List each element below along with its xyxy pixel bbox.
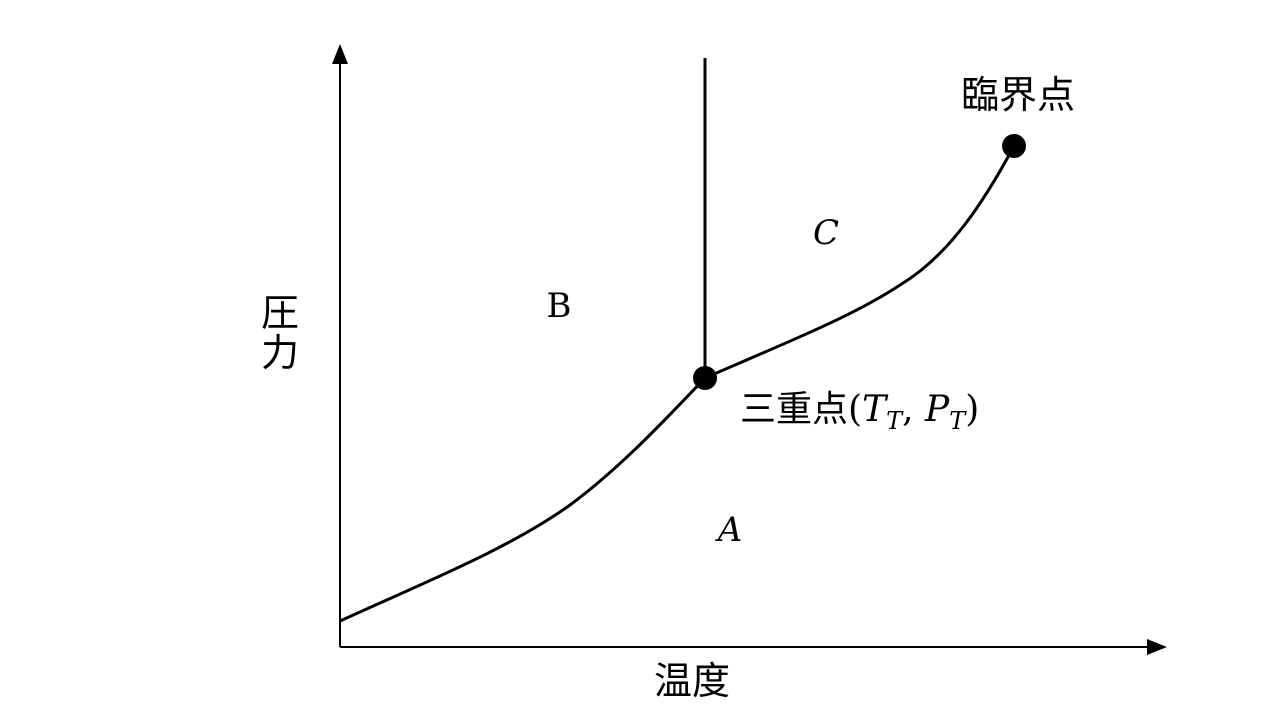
y-axis-label-line1: 圧: [261, 291, 299, 335]
critical-point-label: 臨界点: [961, 73, 1075, 117]
region-label-c: C: [813, 213, 839, 253]
triple-point-temp-subscript: T: [886, 407, 904, 435]
triple-point-paren-close: ): [965, 389, 979, 430]
sublimation-curve: [339, 376, 707, 623]
triple-point-label: 三重点(TT, PT): [740, 389, 979, 435]
y-axis-label-line2: 力: [261, 331, 299, 375]
triple-point-prefix: 三重点: [740, 389, 848, 430]
triple-point-paren-open: (: [848, 389, 862, 430]
x-axis-label: 温度: [654, 659, 730, 703]
triple-point-marker: [693, 366, 717, 390]
vaporization-curve: [704, 145, 1016, 380]
triple-point-pressure-symbol: P: [924, 389, 950, 430]
region-label-a: A: [715, 510, 743, 550]
critical-point-marker: [1002, 134, 1026, 158]
region-label-b: B: [547, 286, 572, 326]
triple-point-pressure-subscript: T: [949, 407, 967, 435]
triple-point-temp-symbol: T: [862, 389, 889, 430]
triple-point-separator: ,: [902, 389, 925, 430]
